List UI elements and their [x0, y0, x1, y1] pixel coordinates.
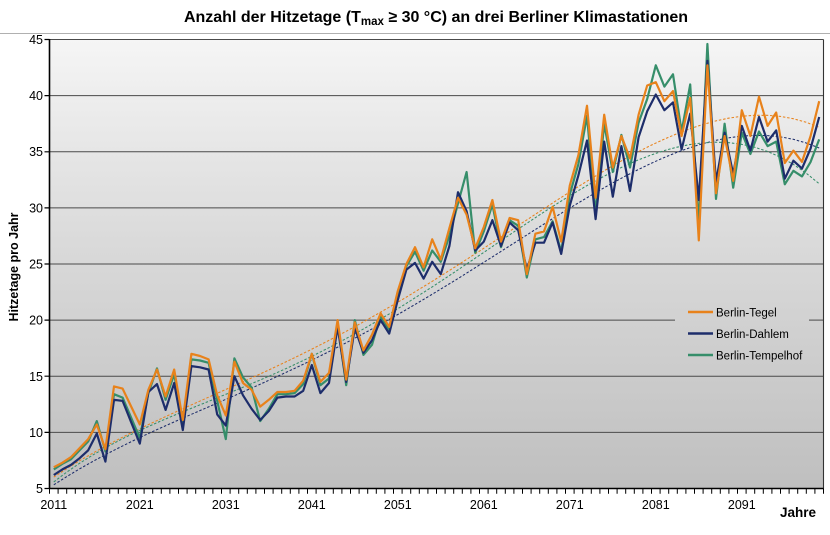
svg-text:2021: 2021: [126, 498, 154, 512]
svg-text:10: 10: [29, 426, 43, 440]
svg-text:2091: 2091: [728, 498, 756, 512]
svg-text:Hitzetage pro Jahr: Hitzetage pro Jahr: [7, 212, 21, 321]
svg-text:Jahre: Jahre: [780, 505, 817, 520]
svg-text:25: 25: [29, 258, 43, 272]
svg-text:Berlin-Tempelhof: Berlin-Tempelhof: [716, 350, 803, 362]
svg-text:2031: 2031: [212, 498, 240, 512]
svg-text:2071: 2071: [556, 498, 584, 512]
svg-text:Anzahl der Hitzetage (Tmax ≥ 3: Anzahl der Hitzetage (Tmax ≥ 30 °C) an d…: [184, 9, 688, 28]
svg-text:2081: 2081: [642, 498, 670, 512]
svg-text:2041: 2041: [298, 498, 326, 512]
svg-text:2011: 2011: [40, 498, 67, 512]
svg-text:40: 40: [29, 89, 43, 103]
svg-text:45: 45: [29, 33, 43, 47]
svg-text:30: 30: [29, 201, 43, 215]
svg-text:5: 5: [36, 482, 43, 496]
svg-text:2061: 2061: [470, 498, 498, 512]
svg-text:2051: 2051: [384, 498, 412, 512]
svg-text:Berlin-Dahlem: Berlin-Dahlem: [716, 329, 789, 341]
svg-text:20: 20: [29, 314, 43, 328]
svg-text:15: 15: [29, 370, 43, 384]
svg-text:35: 35: [29, 145, 43, 159]
svg-text:Berlin-Tegel: Berlin-Tegel: [716, 307, 777, 319]
